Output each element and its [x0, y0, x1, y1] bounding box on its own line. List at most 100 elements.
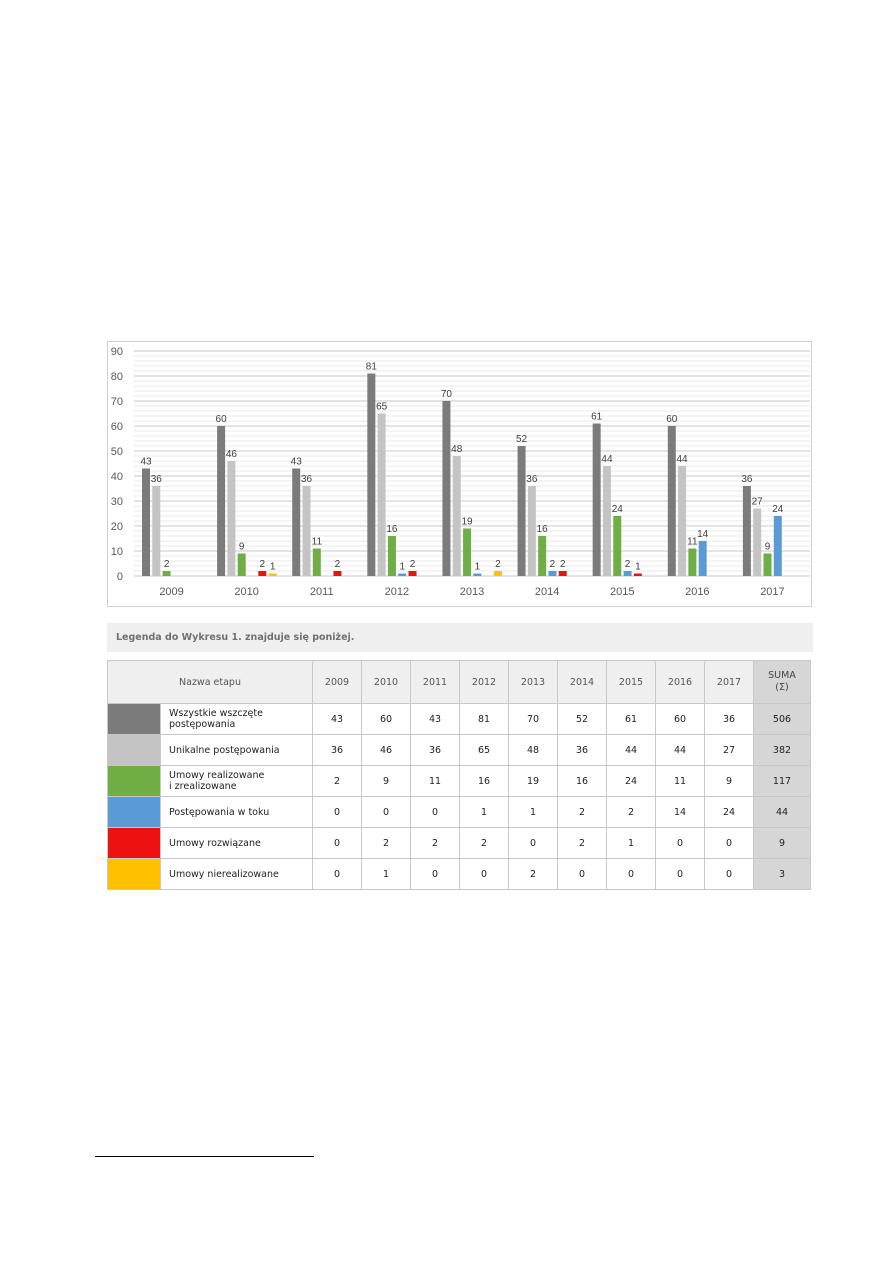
data-label: 1	[635, 562, 641, 573]
value-cell: 0	[312, 796, 362, 828]
bar	[312, 548, 321, 576]
bar	[367, 373, 376, 576]
legend-swatch	[108, 735, 160, 765]
value-cell: 0	[704, 827, 754, 859]
value-cell: 14	[655, 796, 705, 828]
bar	[773, 516, 782, 576]
value-cell: 1	[606, 827, 656, 859]
data-label: 1	[475, 562, 481, 573]
value-cell: 1	[361, 858, 411, 890]
value-cell: 0	[508, 827, 558, 859]
value-cell: 43	[312, 703, 362, 735]
value-cell: 19	[508, 765, 558, 797]
data-label: 1	[270, 562, 276, 573]
data-label: 16	[537, 524, 549, 535]
value-cell: 46	[361, 734, 411, 766]
legend-swatch-cell	[107, 765, 161, 797]
bar	[527, 486, 536, 576]
y-tick-label: 50	[111, 446, 123, 458]
legend-caption: Legenda do Wykresu 1. znajduje się poniż…	[107, 623, 813, 652]
data-label: 9	[239, 542, 245, 553]
y-tick-label: 90	[111, 346, 123, 358]
value-cell: 2	[606, 796, 656, 828]
bar	[698, 541, 707, 576]
data-label: 14	[697, 529, 709, 540]
value-cell: 0	[361, 796, 411, 828]
value-cell: 0	[410, 858, 460, 890]
header-year: 2016	[655, 660, 705, 704]
bar-chart: 0 10 20 30 40 50 60 70 80 90 43 36 2 2009 60 46 9 2 1 2010 4…	[107, 341, 812, 607]
value-cell: 24	[606, 765, 656, 797]
data-label: 36	[301, 474, 313, 485]
data-label: 1	[399, 562, 405, 573]
data-label: 24	[772, 504, 784, 515]
bar	[473, 573, 482, 576]
value-cell: 27	[704, 734, 754, 766]
sum-cell: 382	[753, 734, 811, 766]
bar	[217, 426, 226, 576]
data-label: 48	[451, 444, 463, 455]
value-cell: 65	[459, 734, 509, 766]
data-label: 43	[291, 457, 303, 468]
value-cell: 60	[655, 703, 705, 735]
value-cell: 2	[557, 827, 607, 859]
bar	[678, 466, 687, 576]
x-tick-label: 2010	[234, 586, 258, 598]
value-cell: 2	[410, 827, 460, 859]
table-row: Wszystkie wszczęte postępowania 43 60 43 81 70…	[107, 703, 811, 735]
x-tick-label: 2016	[685, 586, 709, 598]
data-label: 11	[687, 537, 698, 548]
table-row: Unikalne postępowania 36 46 36 65 48 36 44 44 27 3…	[107, 734, 811, 766]
y-tick-label: 80	[111, 371, 123, 383]
y-tick-label: 40	[111, 471, 123, 483]
data-label: 60	[666, 414, 678, 425]
bar	[292, 468, 301, 576]
value-cell: 11	[410, 765, 460, 797]
value-cell: 1	[508, 796, 558, 828]
table-header-row: Nazwa etapu 2009 2010 2011 2012 2013 2014 2015…	[107, 660, 811, 704]
value-cell: 0	[557, 858, 607, 890]
footnote-separator	[95, 1156, 314, 1157]
bar	[613, 516, 622, 576]
bar	[517, 446, 526, 576]
value-cell: 48	[508, 734, 558, 766]
value-cell: 11	[655, 765, 705, 797]
bar	[408, 571, 417, 576]
data-label: 44	[677, 454, 689, 465]
table-row: Postępowania w toku 0 0 0 1 1 2 2 14 24 44	[107, 796, 811, 828]
y-tick-label: 30	[111, 496, 123, 508]
y-tick-label: 60	[111, 421, 123, 433]
header-sum-symbol: (Σ)	[775, 682, 789, 693]
data-label: 43	[140, 457, 152, 468]
table-row: Umowy rozwiązane 0 2 2 2 0 2 1 0 0 9	[107, 827, 811, 859]
bar	[548, 571, 557, 576]
y-tick-label: 10	[111, 546, 123, 558]
value-cell: 2	[557, 796, 607, 828]
x-tick-label: 2011	[310, 586, 334, 598]
value-cell: 0	[704, 858, 754, 890]
value-cell: 0	[655, 827, 705, 859]
legend-swatch	[108, 797, 160, 827]
bar	[258, 571, 267, 576]
data-label: 2	[625, 559, 631, 570]
x-tick-label: 2014	[535, 586, 559, 598]
legend-swatch-cell	[107, 858, 161, 890]
data-label: 2	[560, 559, 566, 570]
bar	[753, 508, 762, 576]
header-year: 2009	[312, 660, 362, 704]
value-cell: 2	[459, 827, 509, 859]
bar	[558, 571, 567, 576]
stages-table: Nazwa etapu 2009 2010 2011 2012 2013 2014 2015…	[107, 660, 811, 890]
data-label: 46	[226, 449, 238, 460]
stage-name-line: Unikalne postępowania	[169, 744, 280, 756]
bar	[633, 573, 642, 576]
data-label: 2	[410, 559, 416, 570]
value-cell: 9	[704, 765, 754, 797]
header-year: 2014	[557, 660, 607, 704]
data-label: 24	[612, 504, 624, 515]
x-tick-label: 2009	[159, 586, 183, 598]
legend-swatch-cell	[107, 796, 161, 828]
bar	[493, 571, 502, 576]
stage-name: Umowy rozwiązane	[160, 827, 313, 859]
bar	[302, 486, 311, 576]
